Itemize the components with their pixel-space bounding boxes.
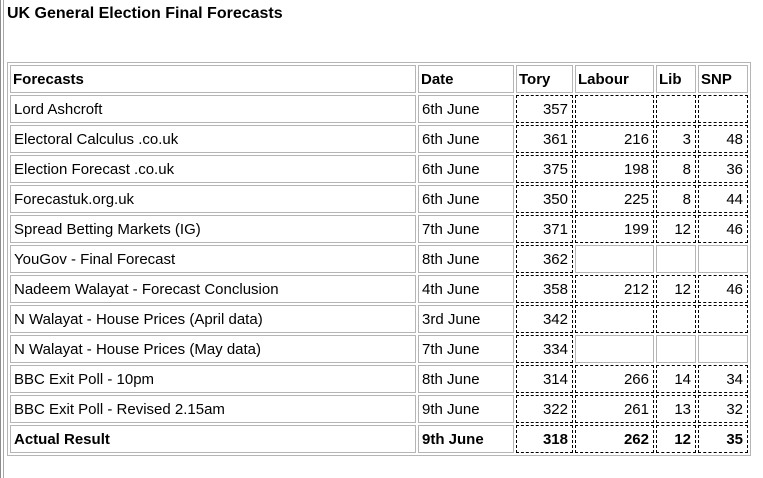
date-cell: 6th June [418,155,514,183]
forecast-cell: Electoral Calculus .co.uk [10,125,416,153]
snp-cell [698,95,748,123]
labour-cell: 261 [575,395,654,423]
col-header-date: Date [418,65,514,93]
date-cell: 8th June [418,365,514,393]
labour-cell [575,335,654,363]
date-cell: 9th June [418,395,514,423]
col-header-forecasts: Forecasts [10,65,416,93]
forecast-cell: N Walayat - House Prices (May data) [10,335,416,363]
labour-cell: 212 [575,275,654,303]
date-cell: 7th June [418,215,514,243]
date-cell: 8th June [418,245,514,273]
labour-cell: 266 [575,365,654,393]
lib-cell: 8 [656,155,696,183]
lib-cell: 12 [656,275,696,303]
forecast-cell: Nadeem Walayat - Forecast Conclusion [10,275,416,303]
tory-cell: 357 [516,95,573,123]
table-row: N Walayat - House Prices (April data) 3rd… [10,305,748,333]
forecast-cell: BBC Exit Poll - 10pm [10,365,416,393]
snp-cell: 32 [698,395,748,423]
page-title: UK General Election Final Forecasts [7,5,283,22]
lib-cell: 13 [656,395,696,423]
tory-cell: 371 [516,215,573,243]
table-row: Electoral Calculus .co.uk 6th June 361 216 3… [10,125,748,153]
tory-cell: 358 [516,275,573,303]
forecast-cell: YouGov - Final Forecast [10,245,416,273]
col-header-lib: Lib [656,65,696,93]
table-row: BBC Exit Poll - 10pm 8th June 314 266 14 34 [10,365,748,393]
table-row: Spread Betting Markets (IG) 7th June 371 19… [10,215,748,243]
forecast-cell: Lord Ashcroft [10,95,416,123]
col-header-tory: Tory [516,65,573,93]
tory-cell: 362 [516,245,573,273]
snp-cell: 46 [698,275,748,303]
forecast-cell: BBC Exit Poll - Revised 2.15am [10,395,416,423]
table-row: Election Forecast .co.uk 6th June 375 198 8 3… [10,155,748,183]
forecast-cell: Election Forecast .co.uk [10,155,416,183]
lib-cell: 8 [656,185,696,213]
tory-cell: 314 [516,365,573,393]
labour-cell: 199 [575,215,654,243]
lib-cell [656,245,696,273]
table-body: Lord Ashcroft 6th June 357 Electoral Calcul… [10,95,748,453]
lib-cell: 12 [656,215,696,243]
window-border-left-outer [0,0,1,478]
labour-cell [575,95,654,123]
table-row: N Walayat - House Prices (May data) 7th J… [10,335,748,363]
date-cell: 3rd June [418,305,514,333]
lib-cell [656,335,696,363]
snp-cell: 36 [698,155,748,183]
labour-cell: 225 [575,185,654,213]
forecast-cell: Forecastuk.org.uk [10,185,416,213]
forecasts-table: Forecasts Date Tory Labour Lib SNP Lord … [7,62,751,456]
table-row: Actual Result 9th June 318 262 12 35 [10,425,748,453]
date-cell: 6th June [418,95,514,123]
labour-cell [575,305,654,333]
snp-cell: 35 [698,425,748,453]
table-row: YouGov - Final Forecast 8th June 362 [10,245,748,273]
labour-cell: 198 [575,155,654,183]
snp-cell [698,305,748,333]
table-row: BBC Exit Poll - Revised 2.15am 9th June 32… [10,395,748,423]
forecast-cell: N Walayat - House Prices (April data) [10,305,416,333]
tory-cell: 334 [516,335,573,363]
lib-cell: 3 [656,125,696,153]
col-header-snp: SNP [698,65,748,93]
table-row: Forecastuk.org.uk 6th June 350 225 8 44 [10,185,748,213]
date-cell: 6th June [418,185,514,213]
tory-cell: 318 [516,425,573,453]
snp-cell: 44 [698,185,748,213]
date-cell: 4th June [418,275,514,303]
forecast-cell: Actual Result [10,425,416,453]
col-header-labour: Labour [575,65,654,93]
snp-cell [698,245,748,273]
page-content: UK General Election Final Forecasts Fore… [7,3,755,456]
tory-cell: 361 [516,125,573,153]
snp-cell [698,335,748,363]
tory-cell: 375 [516,155,573,183]
snp-cell: 46 [698,215,748,243]
labour-cell: 216 [575,125,654,153]
table-row: Nadeem Walayat - Forecast Conclusion 4th … [10,275,748,303]
tory-cell: 350 [516,185,573,213]
tory-cell: 322 [516,395,573,423]
table-row: Lord Ashcroft 6th June 357 [10,95,748,123]
date-cell: 7th June [418,335,514,363]
header-row: Forecasts Date Tory Labour Lib SNP [10,65,748,93]
window-border-left-inner [3,0,4,478]
tory-cell: 342 [516,305,573,333]
date-cell: 9th June [418,425,514,453]
lib-cell: 14 [656,365,696,393]
lib-cell: 12 [656,425,696,453]
labour-cell [575,245,654,273]
lib-cell [656,305,696,333]
date-cell: 6th June [418,125,514,153]
forecast-cell: Spread Betting Markets (IG) [10,215,416,243]
lib-cell [656,95,696,123]
snp-cell: 34 [698,365,748,393]
snp-cell: 48 [698,125,748,153]
labour-cell: 262 [575,425,654,453]
